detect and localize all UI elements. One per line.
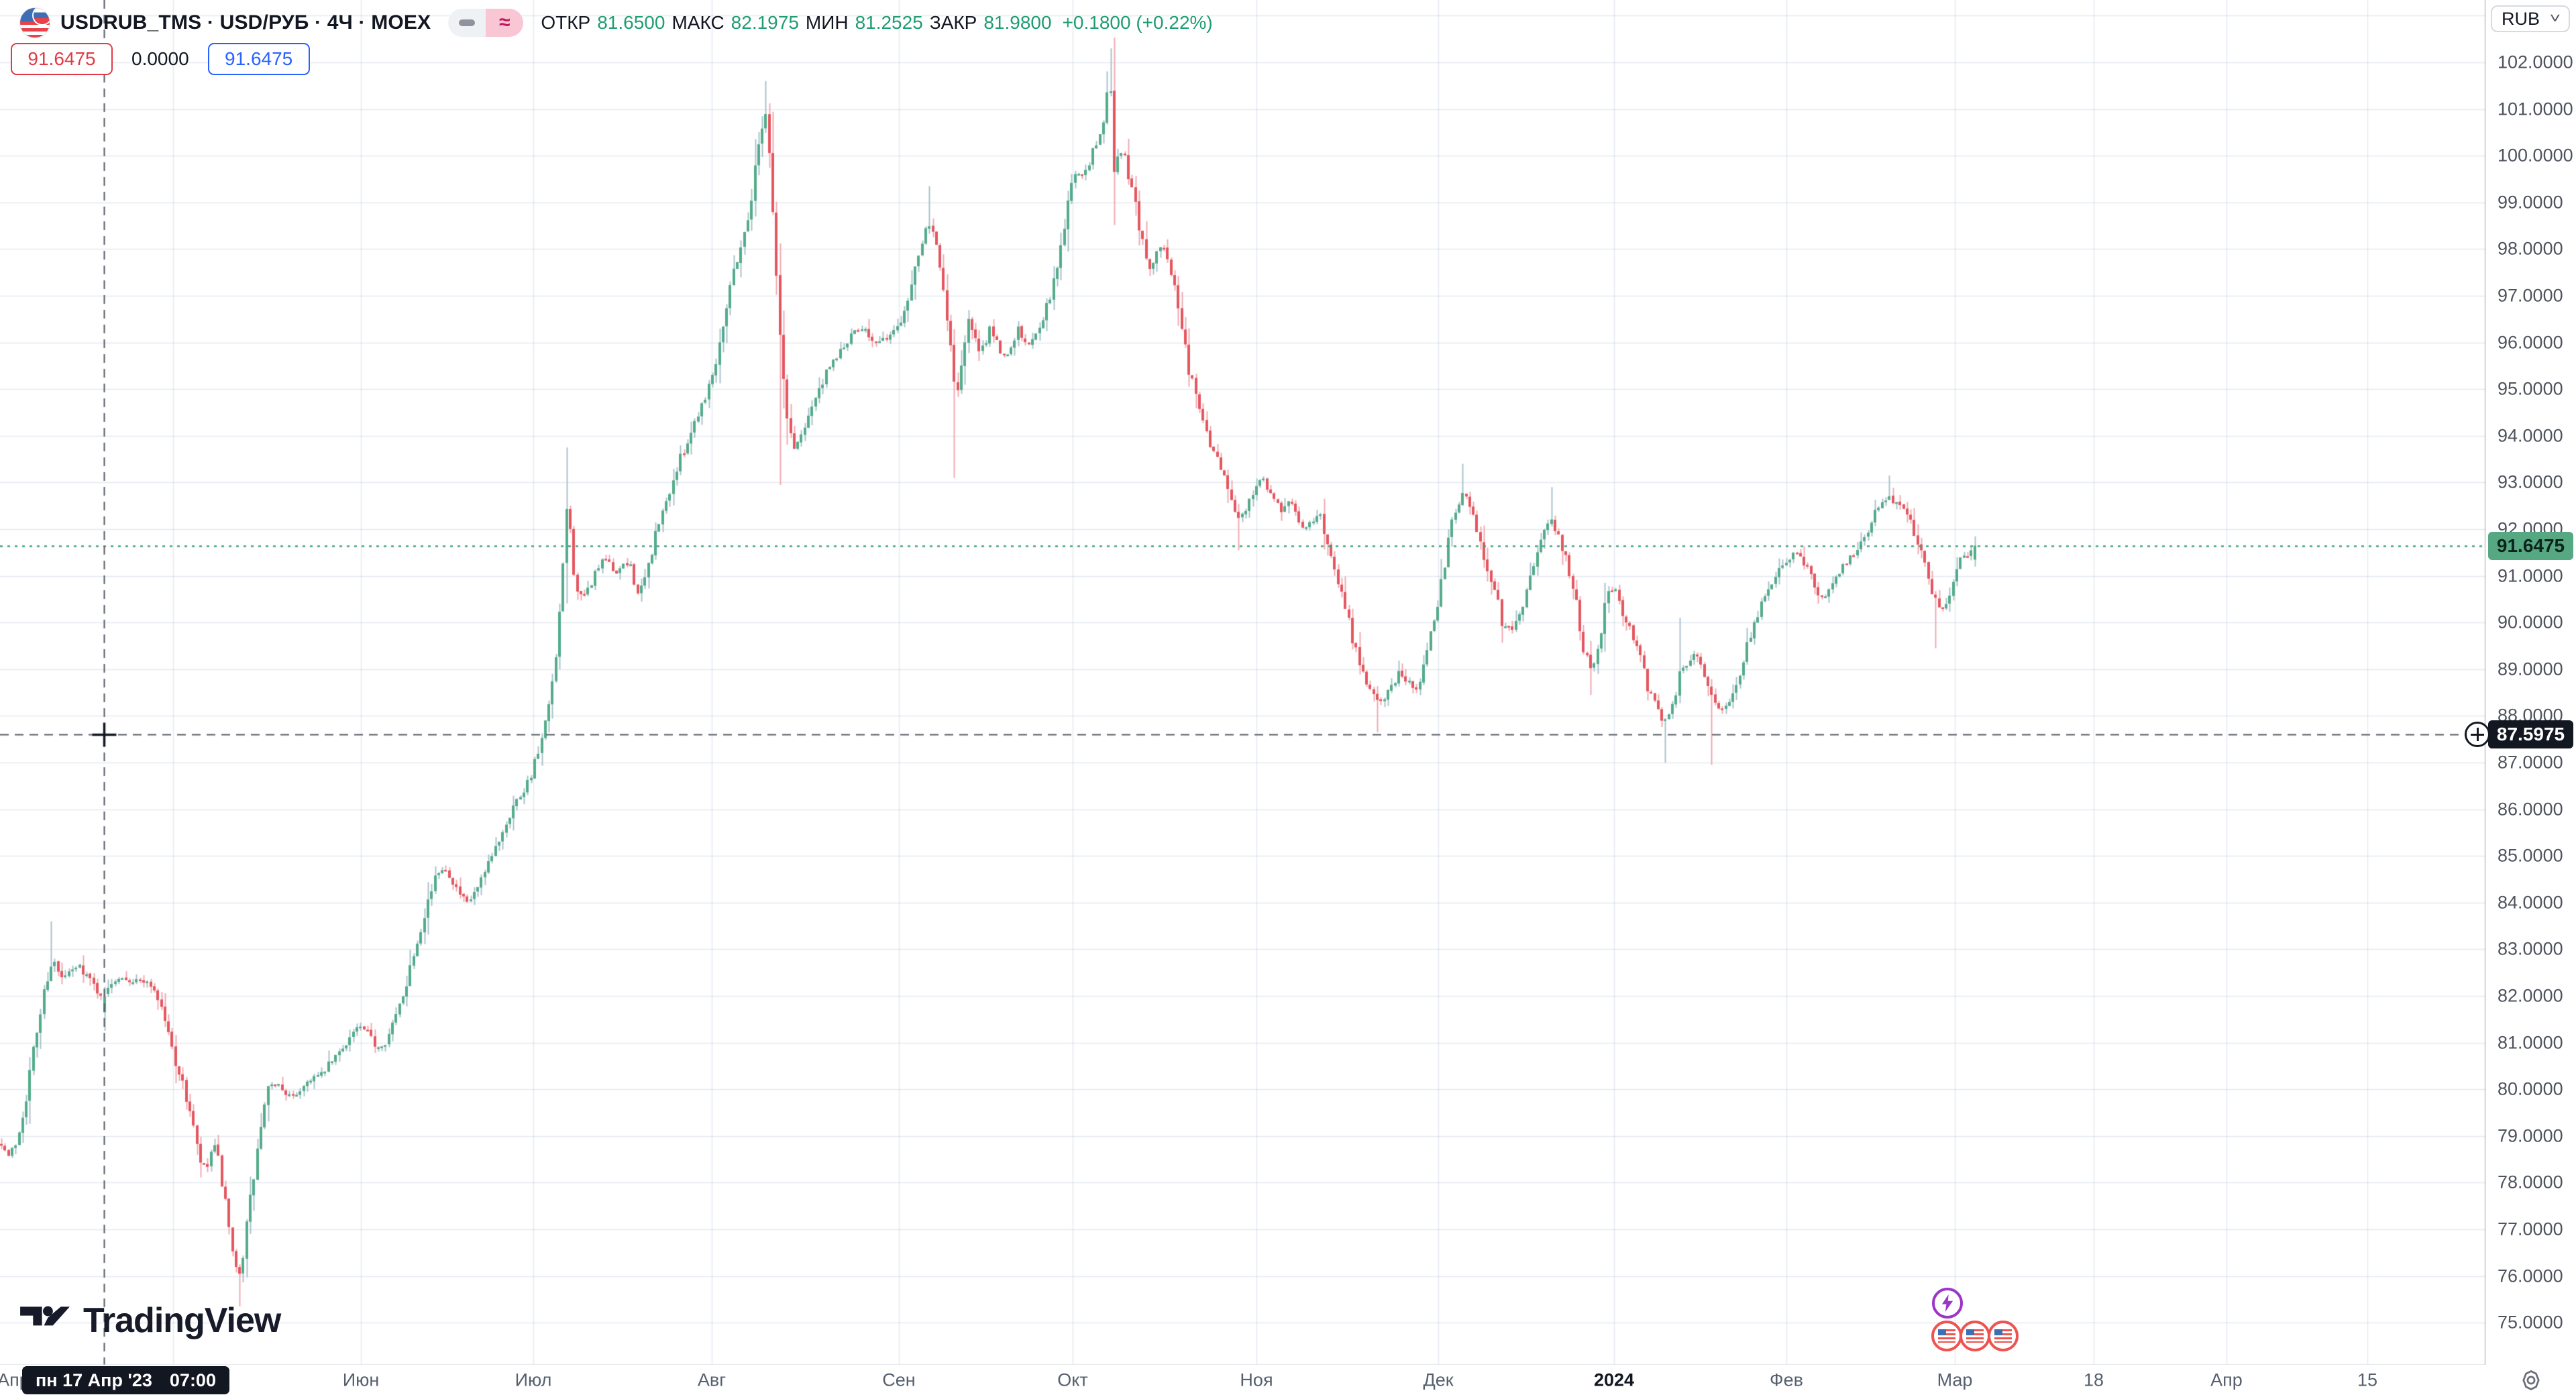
time-tick-label: Июл (515, 1370, 552, 1390)
tradingview-logo-icon (20, 1306, 70, 1326)
time-tick-label: Окт (1057, 1370, 1088, 1390)
trade-widget: 91.6475 0.0000 91.6475 (11, 43, 310, 75)
close-value: 81.9800 (983, 12, 1052, 33)
price-tick-label: 101.0000 (2498, 99, 2573, 119)
current-price-label: 91.6475 (2488, 531, 2573, 560)
price-tick-label: 102.0000 (2498, 52, 2573, 72)
idea-flag-marker[interactable] (1931, 1321, 1962, 1351)
delayed-data-icon[interactable] (448, 9, 486, 37)
high-label: МАКС (672, 12, 724, 33)
low-label: МИН (805, 12, 849, 33)
price-tick-label: 100.0000 (2498, 145, 2573, 166)
open-label: ОТКР (541, 12, 591, 33)
time-tick-label: Апр (2210, 1370, 2243, 1390)
tooltip-time: 07:00 (169, 1370, 216, 1390)
idea-flag-marker[interactable] (1960, 1321, 1990, 1351)
change-value: +0.1800 (+0.22%) (1062, 12, 1213, 33)
usdrub-pair-icon (20, 8, 50, 38)
time-tick-label: Дек (1423, 1370, 1454, 1390)
tooltip-date: пн 17 Апр '23 (36, 1370, 152, 1390)
us-flag-icon (1938, 1329, 1955, 1343)
high-value: 82.1975 (731, 12, 799, 33)
price-tick-label: 77.0000 (2498, 1219, 2563, 1239)
ohlc-row: ОТКР 81.6500 МАКС 82.1975 МИН 81.2525 ЗА… (541, 12, 1212, 34)
price-tick-label: 97.0000 (2498, 285, 2563, 306)
price-tick-label: 75.0000 (2498, 1312, 2563, 1333)
price-tick-label: 98.0000 (2498, 238, 2563, 259)
time-tick-label: Мар (1937, 1370, 1973, 1390)
time-tick-label: Сен (882, 1370, 916, 1390)
timezone-settings-corner[interactable] (2485, 1365, 2576, 1395)
spread-value: 0.0000 (131, 48, 189, 69)
add-alert-plus-button[interactable] (2465, 722, 2490, 748)
time-tick-label: Авг (697, 1370, 727, 1390)
price-tick-label: 79.0000 (2498, 1125, 2563, 1146)
symbol-title[interactable]: USDRUB_TMS · USD/РУБ · 4Ч · MOEX (60, 11, 431, 34)
price-tick-label: 85.0000 (2498, 845, 2563, 866)
tradingview-logo-text: TradingView (83, 1301, 281, 1340)
sell-button[interactable]: 91.6475 (11, 43, 113, 75)
time-tick-label: 18 (2083, 1370, 2104, 1390)
price-tick-label: 99.0000 (2498, 192, 2563, 213)
tradingview-logo[interactable]: TradingView (20, 1300, 281, 1341)
price-tick-label: 76.0000 (2498, 1266, 2563, 1286)
time-tick-label: Ноя (1240, 1370, 1273, 1390)
time-axis[interactable]: пн 17 Апр '23 07:00 АпрМайИюнИюлАвгСенОк… (0, 1365, 2485, 1395)
buy-button[interactable]: 91.6475 (207, 43, 310, 75)
price-tick-label: 89.0000 (2498, 659, 2563, 679)
price-tick-label: 82.0000 (2498, 985, 2563, 1006)
price-tick-label: 95.0000 (2498, 378, 2563, 399)
price-tick-label: 93.0000 (2498, 471, 2563, 492)
price-tick-label: 84.0000 (2498, 892, 2563, 913)
price-tick-label: 83.0000 (2498, 938, 2563, 959)
price-tick-label: 91.0000 (2498, 565, 2563, 586)
low-value: 81.2525 (855, 12, 923, 33)
idea-lightning-marker[interactable] (1932, 1288, 1963, 1319)
currency-dropdown[interactable]: RUB ˅ (2491, 5, 2570, 32)
currency-label: RUB (2502, 8, 2540, 29)
price-tick-label: 81.0000 (2498, 1032, 2563, 1053)
us-flag-icon (1966, 1329, 1984, 1343)
price-tick-label: 87.0000 (2498, 752, 2563, 773)
price-tick-label: 86.0000 (2498, 799, 2563, 820)
symbol-row[interactable]: USDRUB_TMS · USD/РУБ · 4Ч · MOEX (20, 8, 431, 38)
lightning-bolt-icon (1941, 1294, 1953, 1312)
time-tick-label: Июн (342, 1370, 380, 1390)
price-tick-label: 90.0000 (2498, 612, 2563, 632)
crosshair-price-label: 87.5975 (2488, 720, 2573, 749)
idea-flag-marker[interactable] (1988, 1321, 2019, 1351)
time-tick-label: Фев (1770, 1370, 1803, 1390)
chart-header: USDRUB_TMS · USD/РУБ · 4Ч · MOEX ≈ ОТКР … (20, 8, 1213, 38)
market-status-chips[interactable]: ≈ (448, 9, 524, 37)
price-axis[interactable]: RUB ˅ 91.6475 87.5975 102.0000 101.0000 10… (2485, 0, 2576, 1365)
price-tick-label: 94.0000 (2498, 425, 2563, 446)
crosshair-date-tooltip: пн 17 Апр '23 07:00 (22, 1366, 229, 1394)
chevron-down-icon: ˅ (2549, 11, 2561, 26)
approx-data-icon[interactable]: ≈ (486, 9, 524, 37)
price-tick-label: 96.0000 (2498, 332, 2563, 353)
time-tick-label: 15 (2357, 1370, 2378, 1390)
open-value: 81.6500 (597, 12, 665, 33)
close-label: ЗАКР (929, 12, 977, 33)
price-tick-label: 80.0000 (2498, 1078, 2563, 1099)
gear-icon[interactable] (2519, 1368, 2543, 1392)
price-tick-label: 78.0000 (2498, 1172, 2563, 1192)
us-flag-icon (1994, 1329, 2012, 1343)
time-tick-label: 2024 (1593, 1370, 1635, 1390)
